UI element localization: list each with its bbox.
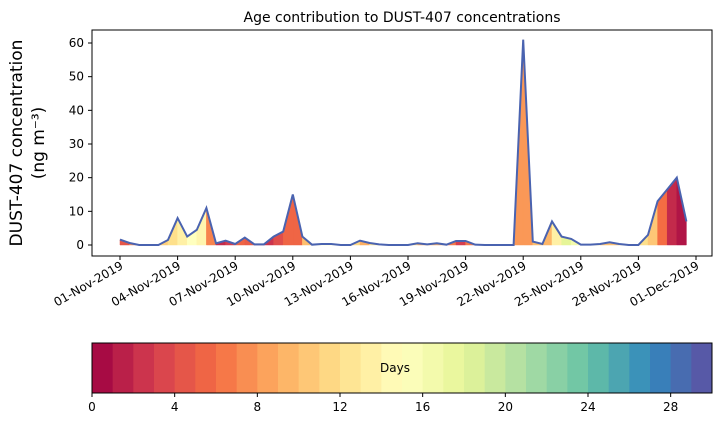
y-axis-label: DUST-407 concentration bbox=[7, 40, 27, 247]
y-tick-label: 60 bbox=[69, 36, 84, 50]
colorbar-bin bbox=[443, 343, 465, 393]
colorbar-tick-label: 16 bbox=[415, 400, 430, 414]
total-line-path bbox=[119, 39, 688, 246]
age-areas bbox=[119, 39, 687, 246]
y-tick-label: 0 bbox=[76, 238, 84, 252]
colorbar-frame bbox=[91, 342, 713, 394]
colorbar-bin bbox=[484, 343, 506, 393]
colorbar-bin bbox=[340, 343, 362, 393]
chart-title: Age contribution to DUST-407 concentrati… bbox=[244, 10, 561, 26]
colorbar-bin bbox=[381, 343, 403, 393]
colorbar-tick-label: 24 bbox=[580, 400, 595, 414]
colorbar-bin bbox=[236, 343, 258, 393]
colorbar-bin bbox=[691, 343, 713, 393]
plot-frame bbox=[91, 29, 713, 257]
colorbar-bin bbox=[526, 343, 548, 393]
y-tick-label: 10 bbox=[69, 204, 84, 218]
colorbar-tick-label: 12 bbox=[332, 400, 347, 414]
colorbar-tick-label: 20 bbox=[498, 400, 513, 414]
colorbar-tick-label: 0 bbox=[88, 400, 96, 414]
colorbar-bin bbox=[567, 343, 589, 393]
colorbar-bin bbox=[588, 343, 610, 393]
colorbar: 0 4 8 12 16 20 24 28 bbox=[88, 342, 713, 414]
y-axis: 0 10 20 30 40 50 60 bbox=[69, 36, 92, 252]
y-tick-label: 20 bbox=[69, 171, 84, 185]
colorbar-bin bbox=[195, 343, 217, 393]
y-tick-label: 30 bbox=[69, 137, 84, 151]
colorbar-bin bbox=[650, 343, 672, 393]
colorbar-bin bbox=[154, 343, 176, 393]
total-line bbox=[119, 39, 688, 246]
y-axis-label-units: (ng m⁻³) bbox=[29, 107, 49, 180]
colorbar-bin bbox=[133, 343, 155, 393]
colorbar-bin bbox=[546, 343, 568, 393]
colorbar-bin bbox=[278, 343, 300, 393]
colorbar-bin bbox=[112, 343, 134, 393]
colorbar-tick-label: 8 bbox=[254, 400, 262, 414]
colorbar-bin bbox=[422, 343, 444, 393]
colorbar-bin bbox=[608, 343, 630, 393]
y-tick-label: 50 bbox=[69, 70, 84, 84]
colorbar-tick-label: 28 bbox=[663, 400, 678, 414]
area-segment bbox=[657, 188, 668, 246]
colorbar-label: Days bbox=[380, 361, 410, 375]
y-tick-label: 40 bbox=[69, 103, 84, 117]
colorbar-bin bbox=[629, 343, 651, 393]
colorbar-tick-label: 4 bbox=[171, 400, 179, 414]
colorbar-bin bbox=[402, 343, 424, 393]
colorbar-bin bbox=[216, 343, 238, 393]
colorbar-bin bbox=[464, 343, 486, 393]
colorbar-bin bbox=[298, 343, 320, 393]
colorbar-bin bbox=[92, 343, 114, 393]
colorbar-bin bbox=[505, 343, 527, 393]
colorbar-bin bbox=[319, 343, 341, 393]
colorbar-bin bbox=[257, 343, 279, 393]
colorbar-bin bbox=[360, 343, 382, 393]
colorbar-bin bbox=[174, 343, 196, 393]
colorbar-bin bbox=[670, 343, 692, 393]
x-axis: 01-Nov-201904-Nov-201907-Nov-201910-Nov-… bbox=[51, 256, 702, 309]
